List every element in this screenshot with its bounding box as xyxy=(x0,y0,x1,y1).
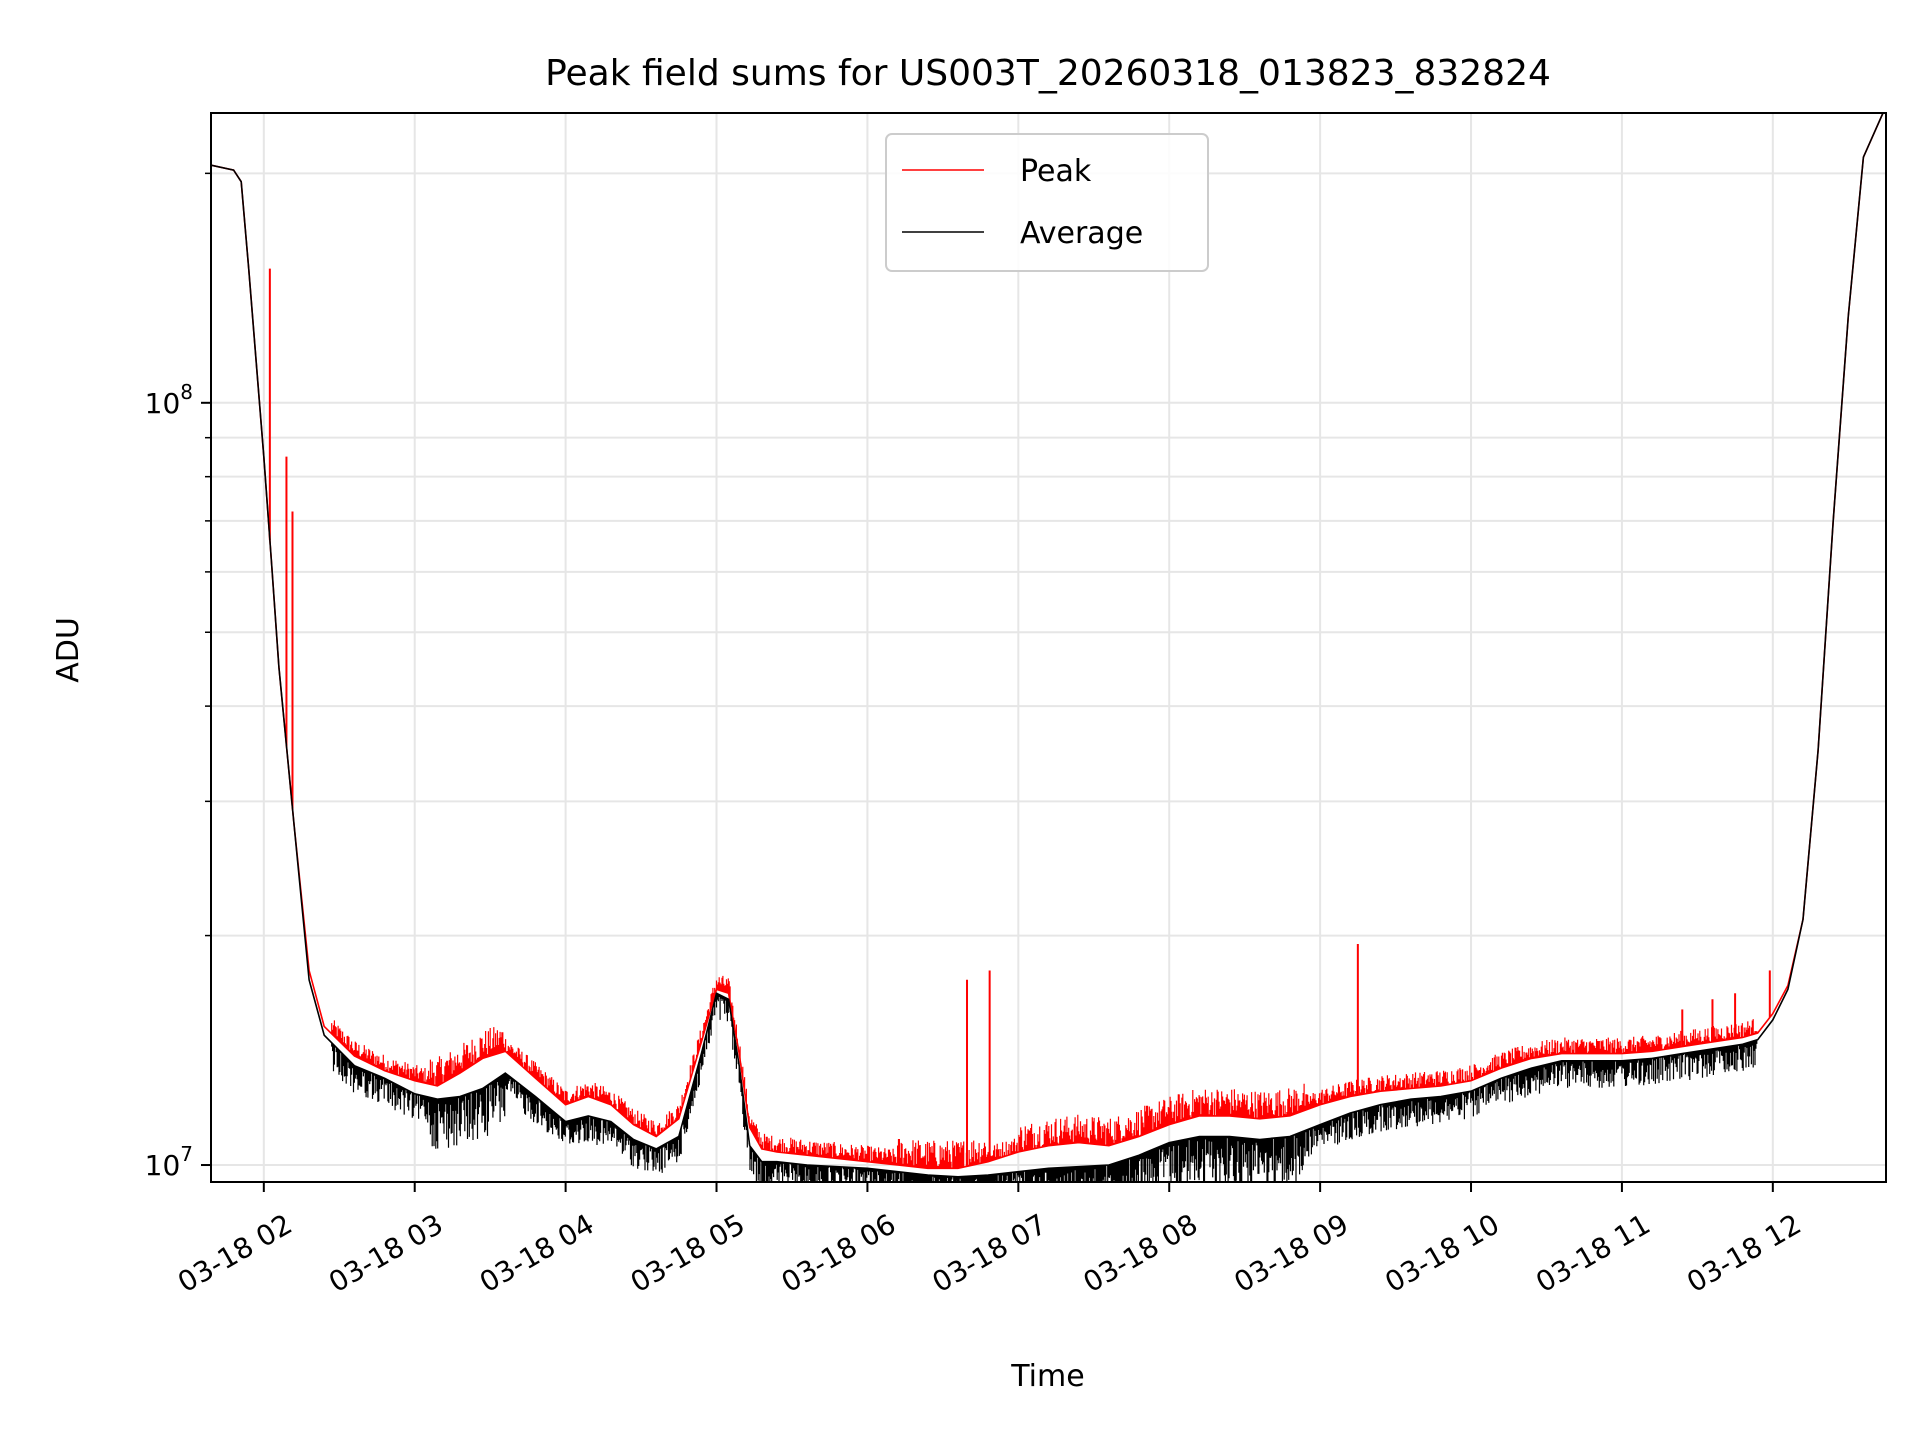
legend: Peak Average xyxy=(885,133,1209,272)
y-tick-label: 107 xyxy=(145,1142,193,1182)
legend-box xyxy=(885,133,1209,272)
peak-series-line xyxy=(211,113,1884,1170)
x-axis-label: Time xyxy=(1010,1359,1084,1394)
average-series-noise xyxy=(331,993,1758,1182)
y-axis-label: ADU xyxy=(51,617,86,683)
peak-series-spikes xyxy=(268,268,1771,1167)
chart-title: Peak field sums for US003T_20260318_0138… xyxy=(545,53,1551,94)
plot-area xyxy=(211,113,1884,1182)
axes-frame xyxy=(210,112,1887,1183)
legend-peak-label: Peak xyxy=(1020,154,1092,189)
y-axis-ticks: 107 108 xyxy=(145,172,211,1182)
average-series-line xyxy=(211,113,1884,1178)
grid-lines xyxy=(211,113,1886,1182)
noise-trace xyxy=(331,993,1758,1182)
legend-average-label: Average xyxy=(1020,216,1143,251)
y-tick-label: 108 xyxy=(145,380,193,420)
